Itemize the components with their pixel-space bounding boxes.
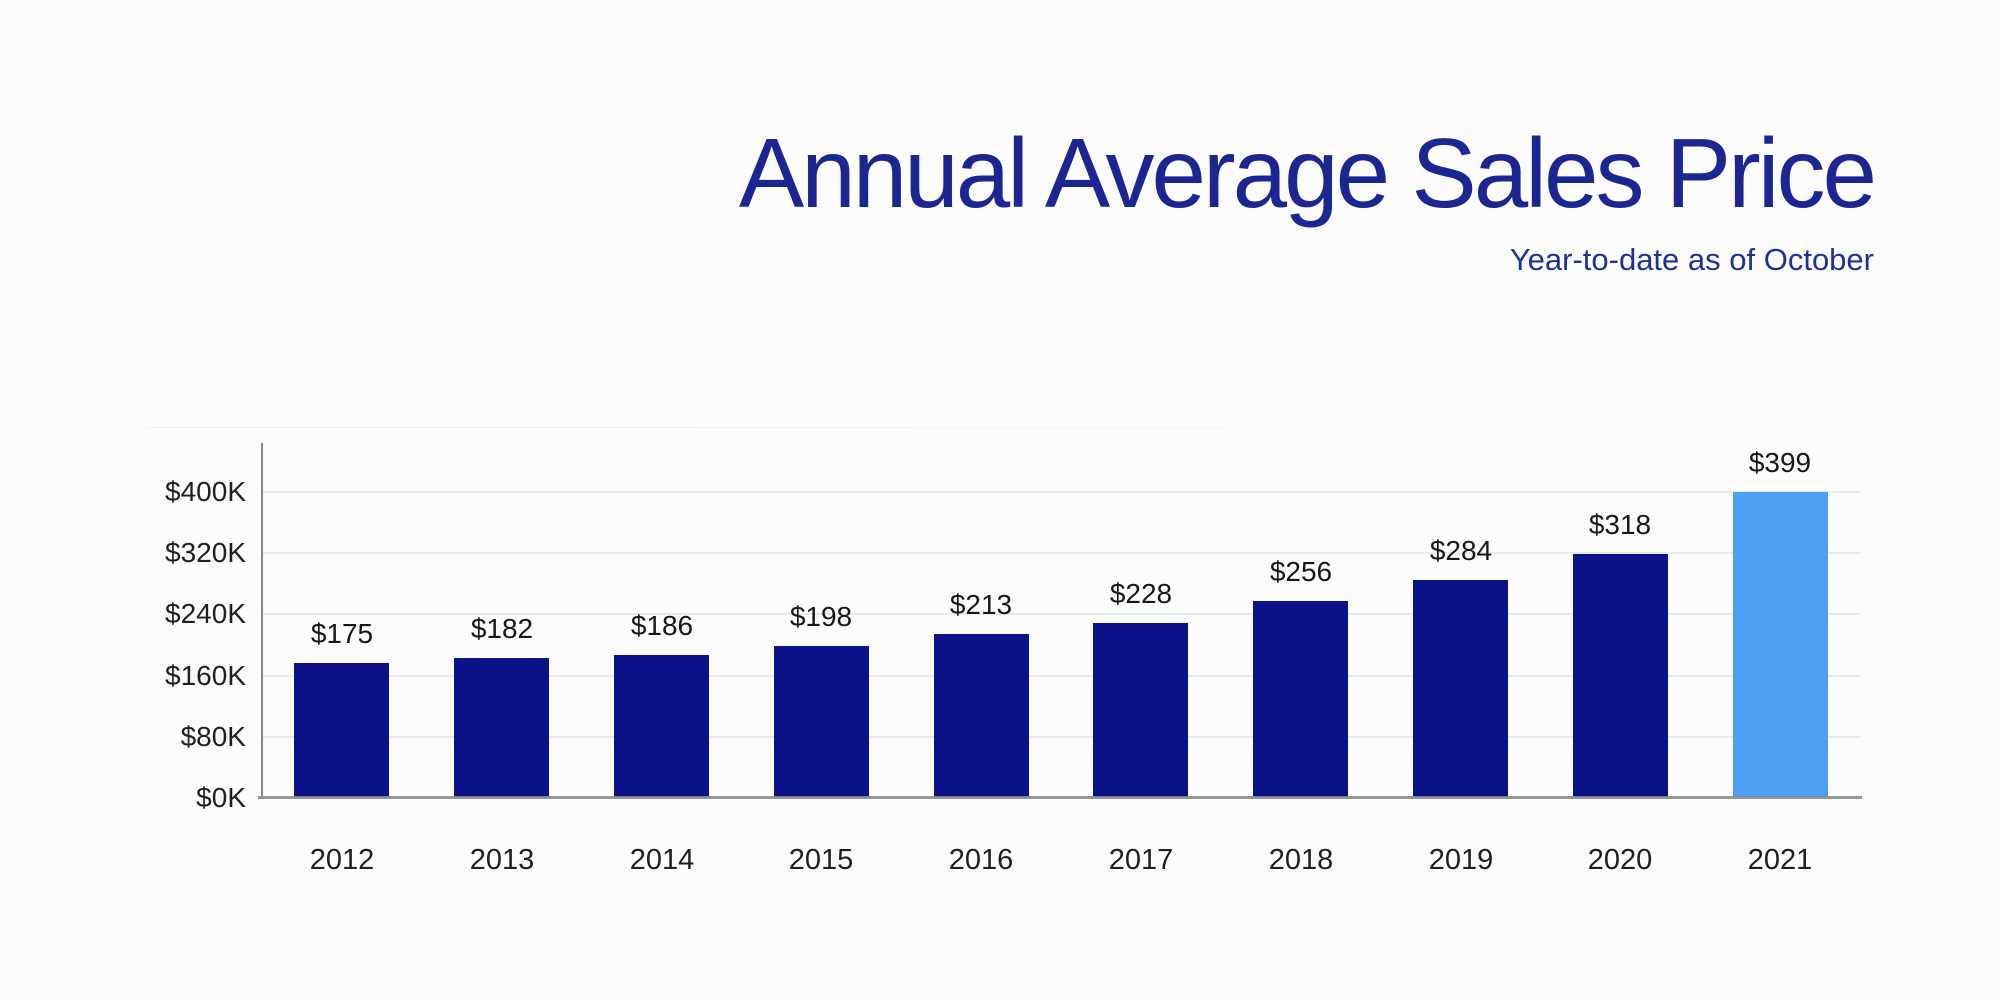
y-tick-label: $320K [165,537,246,568]
x-label-2013: 2013 [469,844,535,876]
bar-value-label-2020: $318 [1588,509,1652,540]
y-tick-label: $400K [165,476,246,507]
x-label-2017: 2017 [1108,844,1174,876]
gridline-$160K [262,675,1860,677]
chart-subtitle: Year-to-date as of October [1509,241,1874,277]
bar-value-label-2012: $175 [310,618,374,649]
bar-2012 [294,663,389,797]
bar-2013 [454,658,549,797]
bar-2018 [1253,601,1348,797]
gridline-$320K [262,552,1860,554]
x-label-2019: 2019 [1428,844,1494,876]
gridline-$240K [262,613,1860,615]
x-label-2015: 2015 [788,844,854,876]
bar-value-label-2018: $256 [1269,556,1333,587]
bar-2014 [614,655,709,797]
x-label-2018: 2018 [1268,844,1334,876]
chart-header: Annual Average Sales Price Year-to-date … [738,118,1877,278]
bar-value-label-2017: $228 [1109,578,1173,609]
x-label-2014: 2014 [629,844,695,876]
gridline-$80K [262,736,1860,738]
bar-value-label-2014: $186 [630,610,694,641]
bar-2021 [1733,492,1828,797]
bar-2017 [1093,623,1188,797]
bar-value-label-2019: $284 [1429,535,1493,566]
panel-edge [147,427,1860,428]
bar-2015 [774,646,869,797]
x-label-2021: 2021 [1747,844,1813,876]
bar-value-label-2021: $399 [1748,447,1812,478]
y-tick-label: $0K [196,782,246,813]
x-axis-line [258,796,1862,799]
bar-value-label-2013: $182 [470,613,534,644]
y-tick-label: $240K [165,598,246,629]
x-label-2012: 2012 [309,844,375,876]
y-tick-label: $80K [180,721,246,752]
gridline-$400K [262,491,1860,493]
x-label-2020: 2020 [1587,844,1653,876]
bar-2020 [1573,554,1668,797]
bar-2016 [934,634,1029,797]
bar-value-label-2016: $213 [949,589,1013,620]
chart-title: Annual Average Sales Price [738,118,1877,228]
bar-2019 [1413,580,1508,797]
y-tick-label: $160K [165,660,246,691]
y-axis-line [261,443,263,799]
x-label-2016: 2016 [948,844,1014,876]
bar-value-label-2015: $198 [789,601,853,632]
